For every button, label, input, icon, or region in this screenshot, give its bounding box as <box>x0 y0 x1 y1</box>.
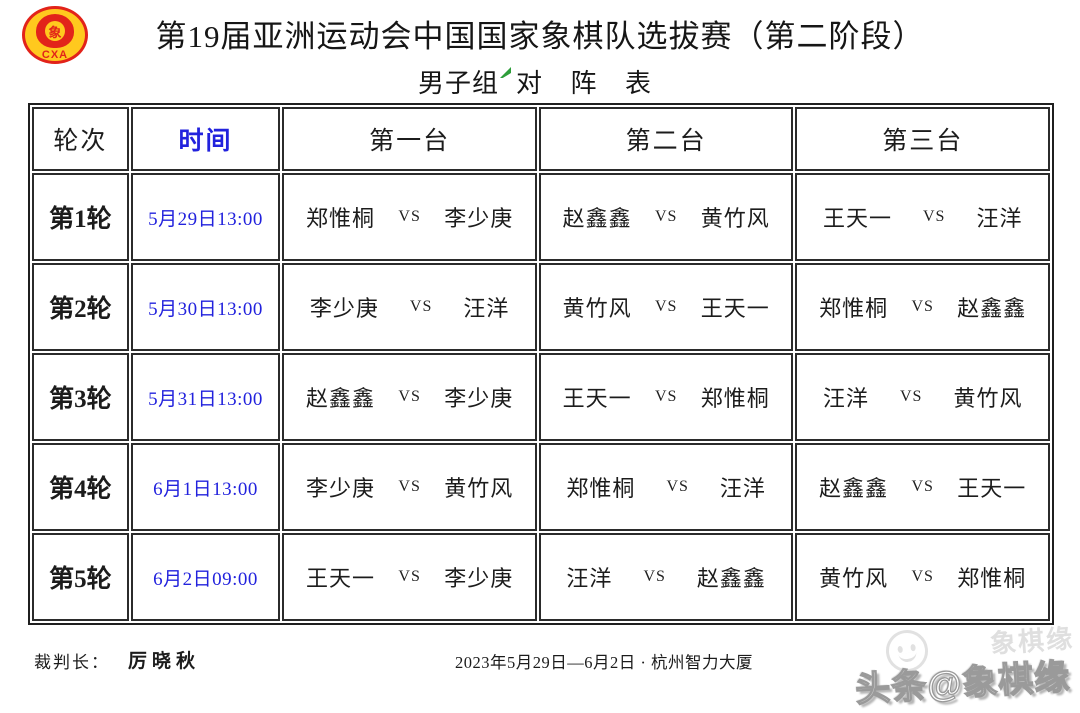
green-caret-icon <box>500 67 511 78</box>
player-name: 李少庚 <box>306 476 376 501</box>
vs-label: VS <box>643 568 666 585</box>
player-name: 李少庚 <box>444 386 514 411</box>
player-name: 王天一 <box>957 476 1027 501</box>
vs-label: VS <box>398 478 421 495</box>
event-date-location: 2023年5月29日—6月2日 · 杭州智力大厦 <box>455 653 753 672</box>
round-cell: 第1轮 <box>32 173 129 261</box>
page-subtitle: 男子组 对 阵 表 <box>0 63 1080 100</box>
match-cell: 王天一 VS 李少庚 <box>282 533 537 621</box>
cxa-logo-emblem: 象 <box>36 14 74 48</box>
player-name: 李少庚 <box>444 566 514 591</box>
player-name: 赵鑫鑫 <box>957 296 1027 321</box>
schedule-table: 轮次 时间 第一台 第二台 第三台 第1轮 5月29日13:00 郑惟桐 VS … <box>28 103 1054 625</box>
vs-label: VS <box>922 208 946 225</box>
player-name: 黄竹风 <box>700 206 770 231</box>
player-name: 王天一 <box>700 296 770 321</box>
time-cell: 5月29日13:00 <box>130 173 281 261</box>
cxa-logo-text: CXA <box>41 49 69 61</box>
match-cell: 李少庚 VS 黄竹风 <box>282 443 537 531</box>
match-cell: 郑惟桐 VS 赵鑫鑫 <box>795 263 1050 351</box>
match-cell: 黄竹风 VS 王天一 <box>538 263 794 351</box>
cxa-logo: 象 CXA <box>22 6 88 64</box>
round-cell: 第5轮 <box>32 533 129 621</box>
player-name: 汪洋 <box>822 386 869 411</box>
vs-label: VS <box>398 568 421 585</box>
match-cell: 李少庚 VS 汪洋 <box>282 263 537 351</box>
player-name: 郑惟桐 <box>700 386 770 411</box>
vs-label: VS <box>654 298 678 315</box>
player-name: 郑惟桐 <box>306 206 376 231</box>
player-name: 王天一 <box>562 386 632 411</box>
match-cell: 赵鑫鑫 VS 王天一 <box>795 443 1050 531</box>
match-cell: 王天一 VS 汪洋 <box>795 173 1050 261</box>
table-row: 第1轮 5月29日13:00 郑惟桐 VS 李少庚 赵鑫鑫 VS 黄竹风 王天一… <box>32 173 1050 261</box>
round-cell: 第3轮 <box>32 353 129 441</box>
time-cell: 6月1日13:00 <box>130 443 281 531</box>
table-header-row: 轮次 时间 第一台 第二台 第三台 <box>32 107 1050 171</box>
player-name: 黄竹风 <box>819 566 889 591</box>
header-board-3: 第三台 <box>795 107 1050 171</box>
player-name: 赵鑫鑫 <box>306 386 376 411</box>
player-name: 赵鑫鑫 <box>819 476 889 501</box>
player-name: 赵鑫鑫 <box>696 566 766 591</box>
smiley-eye-right <box>910 643 917 652</box>
time-cell: 5月30日13:00 <box>130 263 281 351</box>
match-cell: 郑惟桐 VS 汪洋 <box>538 443 794 531</box>
time-cell: 5月31日13:00 <box>130 353 281 441</box>
player-name: 李少庚 <box>309 296 379 321</box>
vs-label: VS <box>654 208 678 225</box>
vs-label: VS <box>654 388 678 405</box>
player-name: 汪洋 <box>463 296 510 321</box>
player-name: 汪洋 <box>976 206 1023 231</box>
footer: 裁判长： 厉晓秋 2023年5月29日—6月2日 · 杭州智力大厦 <box>0 646 1080 676</box>
smiley-eye-left <box>897 645 904 654</box>
player-name: 黄竹风 <box>562 296 632 321</box>
match-cell: 赵鑫鑫 VS 李少庚 <box>282 353 537 441</box>
player-name: 郑惟桐 <box>957 566 1027 591</box>
chess-piece-icon: 象 <box>45 21 65 41</box>
round-cell: 第2轮 <box>32 263 129 351</box>
player-name: 郑惟桐 <box>819 296 889 321</box>
header-time: 时间 <box>130 107 281 171</box>
table-row: 第2轮 5月30日13:00 李少庚 VS 汪洋 黄竹风 VS 王天一 郑惟桐 … <box>32 263 1050 351</box>
subtitle-label: 对 阵 表 <box>516 69 663 98</box>
header-board-2: 第二台 <box>538 107 794 171</box>
round-cell: 第4轮 <box>32 443 129 531</box>
vs-label: VS <box>911 478 934 495</box>
vs-label: VS <box>911 568 934 585</box>
table-row: 第4轮 6月1日13:00 李少庚 VS 黄竹风 郑惟桐 VS 汪洋 赵鑫鑫 V… <box>32 443 1050 531</box>
match-cell: 黄竹风 VS 郑惟桐 <box>795 533 1050 621</box>
page-title: 第19届亚洲运动会中国国家象棋队选拔赛（第二阶段） <box>155 19 925 54</box>
player-name: 李少庚 <box>444 206 514 231</box>
vs-label: VS <box>398 388 421 405</box>
player-name: 黄竹风 <box>953 386 1023 411</box>
player-name: 黄竹风 <box>444 476 514 501</box>
match-cell: 郑惟桐 VS 李少庚 <box>282 173 537 261</box>
match-cell: 汪洋 VS 赵鑫鑫 <box>538 533 794 621</box>
vs-label: VS <box>398 208 421 225</box>
player-name: 汪洋 <box>566 566 613 591</box>
match-cell: 汪洋 VS 黄竹风 <box>795 353 1050 441</box>
player-name: 赵鑫鑫 <box>562 206 632 231</box>
match-cell: 赵鑫鑫 VS 黄竹风 <box>538 173 794 261</box>
referee-label: 裁判长： <box>34 653 110 672</box>
header-board-1: 第一台 <box>282 107 537 171</box>
player-name: 汪洋 <box>719 476 766 501</box>
table-row: 第3轮 5月31日13:00 赵鑫鑫 VS 李少庚 王天一 VS 郑惟桐 汪洋 … <box>32 353 1050 441</box>
match-cell: 王天一 VS 郑惟桐 <box>538 353 794 441</box>
vs-label: VS <box>911 298 934 315</box>
table-row: 第5轮 6月2日09:00 王天一 VS 李少庚 汪洋 VS 赵鑫鑫 黄竹风 V… <box>32 533 1050 621</box>
vs-label: VS <box>409 298 433 315</box>
player-name: 郑惟桐 <box>566 476 636 501</box>
referee-name: 厉晓秋 <box>128 651 201 672</box>
player-name: 王天一 <box>822 206 892 231</box>
time-cell: 6月2日09:00 <box>130 533 281 621</box>
player-name: 王天一 <box>306 566 376 591</box>
vs-label: VS <box>899 388 923 405</box>
vs-label: VS <box>666 478 689 495</box>
header-round: 轮次 <box>32 107 129 171</box>
subtitle-group: 男子组 <box>417 69 499 98</box>
